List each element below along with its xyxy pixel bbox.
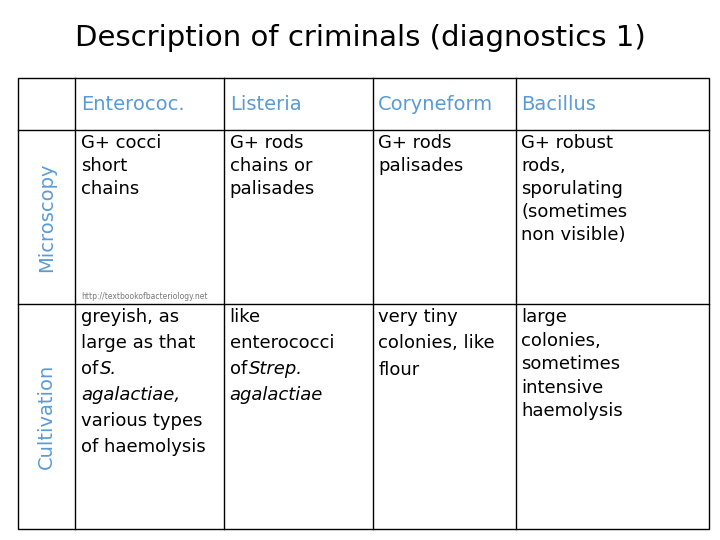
- Text: G+ cocci
short
chains: G+ cocci short chains: [81, 134, 161, 198]
- Text: http://textbookofbacteriology.net: http://textbookofbacteriology.net: [81, 292, 207, 301]
- Text: S.: S.: [100, 360, 117, 378]
- Text: Microscopy: Microscopy: [37, 162, 56, 272]
- Text: G+ robust
rods,
sporulating
(sometimes
non visible): G+ robust rods, sporulating (sometimes n…: [521, 134, 628, 244]
- Text: Description of criminals (diagnostics 1): Description of criminals (diagnostics 1): [75, 24, 645, 52]
- Text: G+ rods
palisades: G+ rods palisades: [378, 134, 464, 176]
- Text: various types: various types: [81, 412, 202, 430]
- Text: large as that: large as that: [81, 334, 196, 352]
- Text: G+ rods
chains or
palisades: G+ rods chains or palisades: [230, 134, 315, 198]
- Text: Bacillus: Bacillus: [521, 94, 596, 114]
- Bar: [18, 78, 709, 529]
- Text: greyish, as: greyish, as: [81, 308, 179, 326]
- Text: of: of: [81, 360, 104, 378]
- Text: Cultivation: Cultivation: [37, 364, 56, 469]
- Text: Listeria: Listeria: [230, 94, 302, 114]
- Text: large
colonies,
sometimes
intensive
haemolysis: large colonies, sometimes intensive haem…: [521, 308, 624, 421]
- Text: of: of: [230, 360, 253, 378]
- Text: Coryneform: Coryneform: [378, 94, 493, 114]
- Text: very tiny
colonies, like
flour: very tiny colonies, like flour: [378, 308, 495, 379]
- Text: enterococci: enterococci: [230, 334, 334, 352]
- Text: agalactiae,: agalactiae,: [81, 386, 180, 404]
- Text: of haemolysis: of haemolysis: [81, 437, 206, 456]
- Text: Enterococ.: Enterococ.: [81, 94, 185, 114]
- Text: Strep.: Strep.: [248, 360, 302, 378]
- Text: like: like: [230, 308, 261, 326]
- Text: agalactiae: agalactiae: [230, 386, 323, 404]
